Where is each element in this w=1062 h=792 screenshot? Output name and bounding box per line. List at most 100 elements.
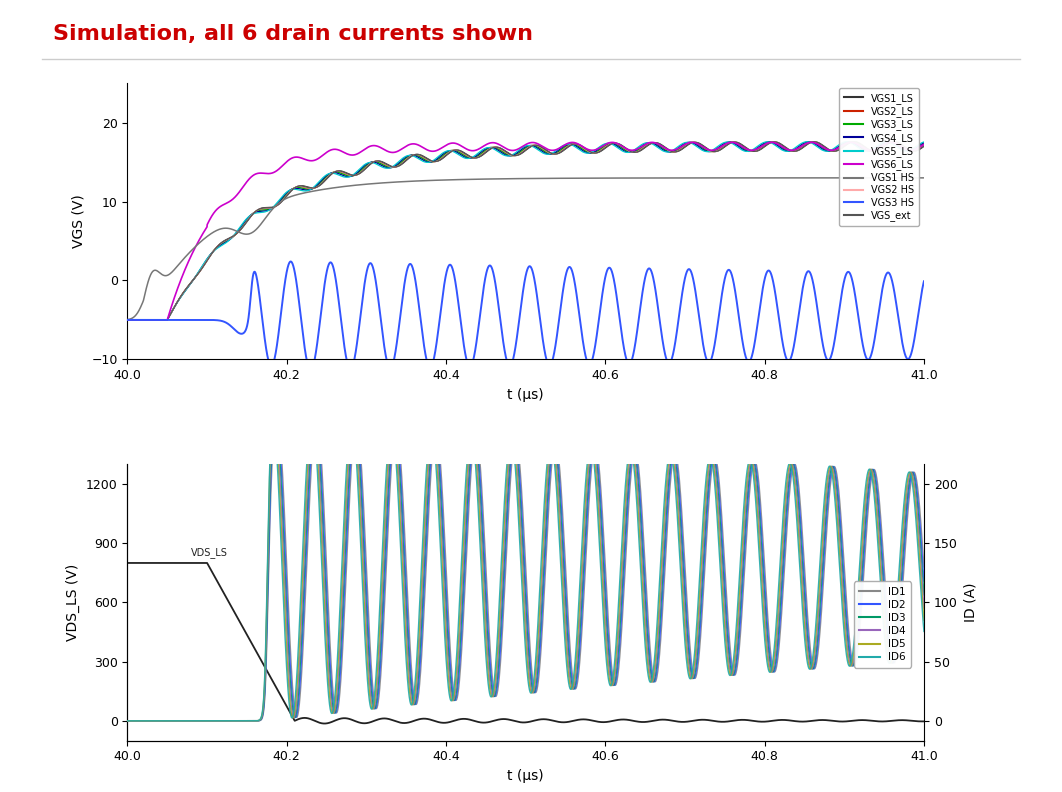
ID5 (410, 678, 423, 687)
VGS1 HS (410, 177, 423, 186)
Text: Simulation, all 6 drain currents shown: Simulation, all 6 drain currents shown (53, 24, 533, 44)
Legend: ID1, ID2, ID3, ID4, ID5, ID6: ID1, ID2, ID3, ID4, ID5, ID6 (854, 581, 911, 668)
VGS4_LS (754, 141, 767, 150)
VGS5_LS (627, 146, 639, 155)
VGS_ext (712, 146, 724, 155)
X-axis label: t (μs): t (μs) (508, 387, 544, 402)
ID5 (121, 716, 134, 725)
ID6 (918, 626, 930, 636)
ID3 (712, 487, 724, 497)
Legend: VGS1_LS, VGS2_LS, VGS3_LS, VGS4_LS, VGS5_LS, VGS6_LS, VGS1 HS, VGS2 HS, VGS3 HS,: VGS1_LS, VGS2_LS, VGS3_LS, VGS4_LS, VGS5… (839, 88, 919, 226)
ID1 (121, 716, 134, 725)
ID3 (754, 527, 767, 537)
ID1 (410, 699, 423, 709)
VGS1_LS (754, 145, 767, 154)
VGS3_LS (593, 146, 605, 155)
VGS3_LS (161, 314, 174, 324)
VGS4_LS (712, 143, 724, 153)
VGS_ext (161, 314, 174, 324)
VGS3_LS (918, 139, 930, 148)
VGS3 HS (305, 365, 318, 375)
Line: VGS2 HS: VGS2 HS (127, 142, 924, 320)
ID4 (268, 412, 280, 421)
Line: ID4: ID4 (127, 417, 924, 721)
VGS5_LS (754, 139, 767, 149)
ID1 (712, 466, 724, 476)
ID3 (161, 716, 174, 725)
Line: ID5: ID5 (127, 418, 924, 721)
VGS3 HS (410, 280, 423, 289)
VGS3_LS (884, 137, 896, 147)
VGS2 HS (161, 314, 174, 324)
VGS4_LS (593, 144, 605, 154)
ID5 (127, 716, 140, 725)
Y-axis label: ID (A): ID (A) (963, 583, 977, 623)
VGS1 HS (627, 173, 639, 183)
ID2 (161, 716, 174, 725)
VGS3_LS (754, 143, 767, 152)
Line: VGS1 HS: VGS1 HS (127, 178, 924, 319)
VGS1 HS (593, 173, 605, 183)
Line: VGS6_LS: VGS6_LS (127, 143, 924, 320)
VGS6_LS (885, 138, 897, 147)
VGS3 HS (754, 297, 767, 307)
ID5 (918, 615, 930, 625)
VGS4_LS (883, 137, 895, 147)
Line: ID6: ID6 (127, 418, 924, 721)
VGS2_LS (627, 147, 639, 157)
VGS3_LS (121, 315, 134, 325)
VGS6_LS (121, 315, 134, 325)
VGS2_LS (754, 143, 767, 153)
ID4 (918, 604, 930, 613)
VGS2 HS (887, 137, 900, 147)
VGS1_LS (918, 142, 930, 151)
VGS4_LS (918, 138, 930, 147)
ID3 (121, 716, 134, 725)
ID5 (593, 514, 605, 524)
Text: VDS_LS: VDS_LS (191, 547, 228, 558)
VGS_ext (121, 315, 134, 325)
ID6 (126, 716, 139, 725)
VGS_ext (593, 147, 605, 157)
ID5 (712, 514, 724, 524)
VGS2_LS (161, 314, 174, 324)
ID2 (270, 410, 282, 420)
Line: ID3: ID3 (127, 416, 924, 721)
VGS3_LS (627, 147, 639, 157)
Line: VGS5_LS: VGS5_LS (127, 142, 924, 320)
ID3 (269, 411, 281, 421)
VGS2_LS (410, 150, 423, 159)
VGS4_LS (161, 314, 174, 324)
VGS6_LS (754, 143, 767, 152)
VGS1_LS (410, 150, 423, 159)
VGS2_LS (886, 137, 898, 147)
ID6 (306, 413, 319, 423)
Y-axis label: VDS_LS (V): VDS_LS (V) (66, 564, 81, 641)
VGS_ext (918, 141, 930, 150)
VGS2_LS (712, 146, 724, 155)
VGS1 HS (712, 173, 724, 183)
VGS1_LS (627, 147, 639, 157)
VGS5_LS (918, 137, 930, 147)
VGS_ext (754, 144, 767, 154)
VGS5_LS (121, 315, 134, 325)
VGS1_LS (593, 147, 605, 157)
VGS6_LS (627, 146, 639, 155)
VGS1_LS (712, 147, 724, 156)
ID1 (593, 461, 605, 470)
X-axis label: t (μs): t (μs) (508, 769, 544, 782)
VGS1 HS (121, 314, 134, 324)
Line: ID2: ID2 (127, 415, 924, 721)
Line: VGS2_LS: VGS2_LS (127, 142, 924, 320)
ID5 (754, 559, 767, 569)
VGS6_LS (712, 143, 724, 153)
ID4 (628, 448, 640, 458)
ID3 (593, 484, 605, 493)
ID5 (628, 453, 640, 463)
ID1 (161, 716, 174, 725)
VGS_ext (410, 150, 423, 159)
ID2 (130, 716, 142, 725)
VGS3 HS (121, 315, 134, 325)
ID6 (593, 531, 605, 541)
VGS6_LS (410, 139, 423, 149)
